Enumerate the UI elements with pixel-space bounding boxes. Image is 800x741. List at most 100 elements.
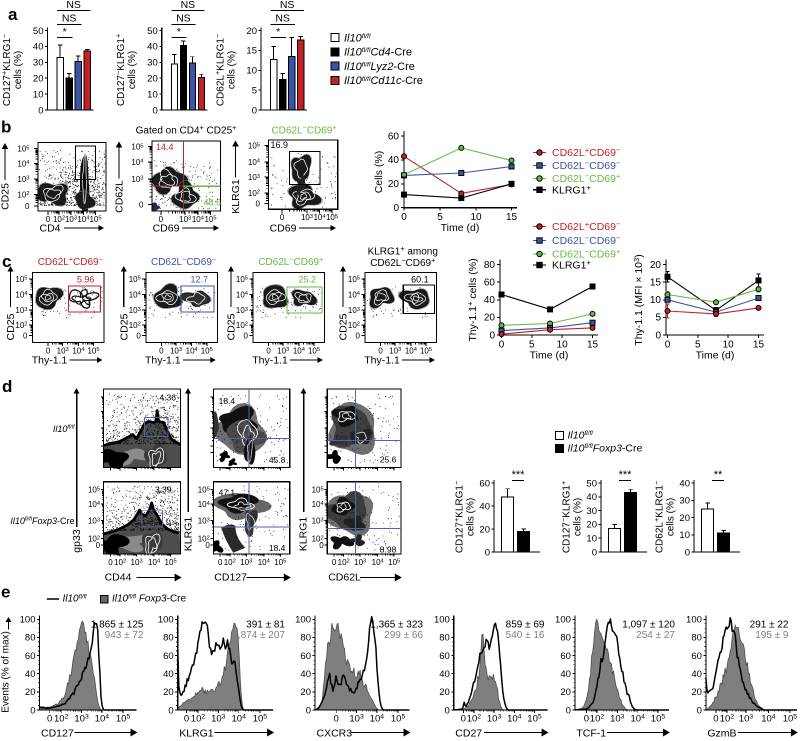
svg-text:103: 103 xyxy=(65,215,77,224)
svg-text:cells (%): cells (%) xyxy=(227,51,238,89)
svg-text:CD25: CD25 xyxy=(118,313,130,340)
svg-text:60: 60 xyxy=(484,277,496,288)
svg-text:45.8: 45.8 xyxy=(269,455,286,465)
svg-text:100: 100 xyxy=(295,615,311,626)
svg-text:0: 0 xyxy=(697,705,702,716)
svg-text:60.1: 60.1 xyxy=(411,275,429,285)
svg-text:NS: NS xyxy=(176,13,191,25)
svg-text:1,874 ± 207: 1,874 ± 207 xyxy=(232,630,285,641)
svg-text:40: 40 xyxy=(300,669,311,680)
svg-text:KLRG1+: KLRG1+ xyxy=(552,183,591,197)
svg-text:104: 104 xyxy=(186,347,199,356)
svg-text:104: 104 xyxy=(348,291,361,300)
svg-text:20: 20 xyxy=(586,520,597,531)
svg-text:CD62L+CD69−: CD62L+CD69− xyxy=(38,255,103,268)
svg-text:KLRG1: KLRG1 xyxy=(183,517,195,552)
svg-text:0: 0 xyxy=(108,558,113,567)
svg-text:0: 0 xyxy=(136,332,141,341)
svg-text:100: 100 xyxy=(158,615,174,626)
svg-text:0: 0 xyxy=(47,714,52,725)
svg-text:104: 104 xyxy=(129,291,142,300)
svg-text:104: 104 xyxy=(293,347,306,356)
svg-text:0: 0 xyxy=(393,203,399,214)
svg-text:Il10fl/flFoxp3-Cre: Il10fl/flFoxp3-Cre xyxy=(10,516,74,526)
svg-text:105: 105 xyxy=(204,215,216,224)
svg-text:0: 0 xyxy=(256,200,261,209)
svg-text:0: 0 xyxy=(184,714,189,725)
svg-text:CD62L+CD69−: CD62L+CD69− xyxy=(552,146,621,160)
svg-text:104: 104 xyxy=(313,213,326,222)
svg-text:60: 60 xyxy=(691,651,702,662)
svg-text:104: 104 xyxy=(248,158,261,167)
svg-text:20: 20 xyxy=(484,313,496,324)
svg-text:cells (%): cells (%) xyxy=(127,51,138,89)
svg-text:Time (d): Time (d) xyxy=(530,350,569,362)
svg-text:16.9: 16.9 xyxy=(271,140,289,150)
svg-text:104: 104 xyxy=(258,558,271,567)
svg-text:CD127+KLRG1−: CD127+KLRG1− xyxy=(0,34,13,106)
svg-text:NS: NS xyxy=(280,0,295,11)
svg-text:103: 103 xyxy=(17,175,29,184)
svg-text:NS: NS xyxy=(62,13,77,25)
svg-text:105: 105 xyxy=(391,714,406,725)
svg-text:Events (% of max): Events (% of max) xyxy=(1,631,12,713)
svg-text:102: 102 xyxy=(720,714,735,725)
svg-text:0: 0 xyxy=(461,714,466,725)
svg-text:15: 15 xyxy=(753,340,765,351)
svg-text:0: 0 xyxy=(139,201,144,210)
svg-text:104: 104 xyxy=(198,500,211,509)
svg-text:10: 10 xyxy=(650,295,662,306)
svg-text:60: 60 xyxy=(560,651,571,662)
svg-text:105: 105 xyxy=(87,347,99,356)
svg-text:CD62L−CD69−: CD62L−CD69− xyxy=(151,255,216,268)
svg-text:CD44: CD44 xyxy=(105,572,132,584)
svg-text:102: 102 xyxy=(88,535,100,544)
svg-text:***: *** xyxy=(512,469,526,481)
svg-text:**: ** xyxy=(714,469,723,481)
svg-text:20: 20 xyxy=(691,687,702,698)
svg-text:0: 0 xyxy=(168,705,173,716)
svg-text:105: 105 xyxy=(236,275,248,284)
svg-text:102: 102 xyxy=(17,191,29,200)
svg-text:8.98: 8.98 xyxy=(380,544,397,554)
svg-text:103: 103 xyxy=(198,517,210,526)
svg-text:105: 105 xyxy=(129,275,141,284)
svg-text:103: 103 xyxy=(248,173,260,182)
svg-text:5: 5 xyxy=(655,313,661,324)
svg-text:105: 105 xyxy=(388,558,400,567)
svg-text:40: 40 xyxy=(560,669,571,680)
svg-text:103: 103 xyxy=(301,213,313,222)
svg-text:105: 105 xyxy=(651,714,666,725)
svg-text:80: 80 xyxy=(691,633,702,644)
svg-text:Il10fl/flFoxp3-Cre: Il10fl/flFoxp3-Cre xyxy=(568,443,643,455)
svg-text:48.6: 48.6 xyxy=(204,198,222,208)
svg-text:GzmB: GzmB xyxy=(707,728,736,740)
svg-text:104: 104 xyxy=(15,291,28,300)
svg-text:20: 20 xyxy=(439,687,450,698)
svg-text:0: 0 xyxy=(332,558,337,567)
svg-text:103: 103 xyxy=(739,714,754,725)
svg-text:30: 30 xyxy=(679,496,690,507)
svg-text:0: 0 xyxy=(356,332,361,341)
svg-text:80: 80 xyxy=(439,633,450,644)
svg-text:a: a xyxy=(8,5,18,24)
svg-text:e: e xyxy=(1,583,10,602)
svg-text:943 ± 72: 943 ± 72 xyxy=(105,630,144,641)
svg-text:60: 60 xyxy=(439,651,450,662)
svg-text:195 ± 9: 195 ± 9 xyxy=(755,630,789,641)
svg-text:14.4: 14.4 xyxy=(156,142,174,152)
svg-text:Thy-1.1: Thy-1.1 xyxy=(145,355,181,367)
svg-text:CD127−KLRG1+: CD127−KLRG1+ xyxy=(559,481,572,553)
svg-text:102: 102 xyxy=(54,714,69,725)
svg-text:0: 0 xyxy=(46,215,51,224)
svg-text:Thy-1.1 (MFI × 103): Thy-1.1 (MFI × 103) xyxy=(632,254,645,345)
svg-text:0: 0 xyxy=(205,541,210,550)
svg-text:0: 0 xyxy=(46,347,51,356)
svg-text:20: 20 xyxy=(33,74,44,85)
svg-text:103: 103 xyxy=(348,306,360,315)
svg-text:103: 103 xyxy=(354,558,366,567)
svg-text:540 ± 16: 540 ± 16 xyxy=(506,630,545,641)
svg-text:CD62L−CD69+: CD62L−CD69+ xyxy=(552,247,621,261)
svg-text:103: 103 xyxy=(610,714,625,725)
svg-text:105: 105 xyxy=(420,347,432,356)
